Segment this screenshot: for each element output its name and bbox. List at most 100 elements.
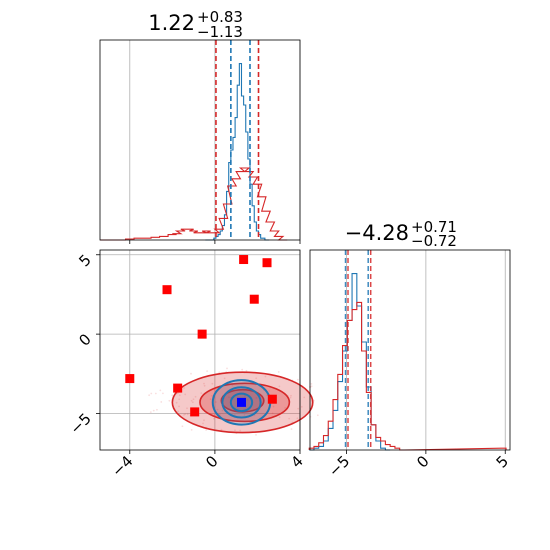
joint-sample-point — [303, 396, 306, 399]
joint-sample-point — [245, 369, 248, 372]
joint-sample-point — [310, 385, 313, 388]
joint-sample-point — [206, 370, 209, 373]
joint-sample-point — [271, 412, 274, 415]
joint-sample-point — [184, 393, 187, 396]
joint-sample-point — [297, 407, 300, 410]
joint-tick-label-x-1: 0 — [202, 452, 221, 471]
joint-sample-point — [186, 407, 188, 410]
joint-sample-point — [310, 382, 313, 385]
joint-marker-point-8 — [267, 394, 277, 404]
joint-sample-point — [231, 384, 234, 387]
joint-sample-point — [290, 428, 293, 430]
joint-sample-point — [264, 375, 267, 378]
joint-sample-point — [177, 392, 179, 394]
joint-sample-point — [277, 371, 280, 373]
joint-sample-point — [203, 382, 205, 385]
joint-sample-point — [255, 396, 258, 399]
joint-sample-point — [162, 392, 164, 395]
joint-sample-point — [284, 407, 287, 409]
joint-sample-point — [156, 408, 158, 411]
joint-sample-point — [154, 392, 157, 395]
joint-sample-point — [272, 405, 275, 408]
joint-sample-point — [148, 394, 151, 397]
joint-sample-point — [223, 377, 226, 380]
joint-sample-point — [212, 417, 215, 420]
joint-sample-point — [255, 433, 257, 436]
joint-sample-point — [160, 401, 163, 403]
joint-sample-point — [186, 413, 189, 416]
joint-sample-point — [175, 401, 178, 404]
joint-sample-point — [190, 399, 193, 402]
joint-sample-point — [221, 409, 224, 412]
joint-marker-point-3 — [249, 294, 259, 304]
joint-tick-label-x-2: 4 — [287, 452, 306, 471]
joint-sample-point — [202, 422, 204, 425]
joint-tick-label-y-0: 5 — [75, 251, 94, 270]
joint-sample-point — [192, 398, 195, 401]
joint-sample-point — [205, 429, 207, 431]
joint-marker-point-2 — [162, 285, 172, 295]
joint-marker-point-5 — [125, 374, 135, 384]
joint-sample-point — [168, 399, 171, 402]
marginal-y-title-median: −4.28 — [345, 221, 409, 245]
joint-sample-point — [171, 394, 174, 397]
joint-marker-point-7 — [190, 407, 200, 417]
joint-sample-point — [234, 429, 236, 432]
joint-frame — [99, 249, 301, 451]
joint-sample-point — [214, 401, 217, 403]
joint-sample-point — [268, 390, 271, 392]
marginal-y-tick-label-1: 0 — [413, 452, 432, 471]
joint-sample-point — [255, 377, 258, 380]
joint-sample-point — [183, 413, 185, 416]
joint-sample-point — [150, 392, 153, 395]
joint-sample-point — [159, 389, 162, 392]
joint-sample-point — [300, 405, 303, 408]
marginal-x-hist-0 — [205, 63, 270, 241]
joint-tick-label-y-1: 0 — [75, 330, 94, 349]
joint-sample-point — [181, 425, 184, 428]
joint-sample-point — [316, 414, 319, 417]
marginal-x-title-median: 1.22 — [148, 11, 195, 35]
joint-sample-point — [194, 395, 197, 398]
marginal-y-tick-label-2: 5 — [493, 452, 512, 471]
joint-sample-point — [228, 396, 230, 399]
joint-sample-point — [178, 405, 180, 408]
joint-sample-point — [178, 394, 181, 397]
joint-sample-point — [178, 398, 181, 401]
joint-sample-point — [190, 429, 193, 431]
joint-sample-point — [243, 395, 246, 398]
joint-sample-point — [200, 392, 203, 394]
joint-sample-point — [278, 385, 281, 388]
joint-sample-point — [190, 372, 192, 375]
joint-sample-point — [239, 429, 242, 432]
joint-sample-point — [278, 416, 281, 419]
joint-marker-point-4 — [197, 329, 207, 339]
joint-truth-point — [236, 397, 246, 407]
joint-sample-point — [288, 417, 291, 420]
joint-sample-point — [220, 428, 223, 431]
marginal-x-frame — [99, 39, 301, 241]
joint-sample-point — [296, 417, 299, 420]
joint-sample-point — [183, 387, 185, 389]
joint-sample-point — [226, 367, 228, 370]
marginal-x-title-plus: +0.83 — [197, 8, 243, 26]
joint-sample-point — [296, 378, 299, 381]
joint-sample-point — [184, 413, 187, 416]
joint-tick-label-x-0: −4 — [108, 452, 136, 480]
joint-sample-point — [216, 408, 219, 411]
joint-marker-point-1 — [262, 258, 272, 268]
joint-tick-label-y-2: −5 — [66, 410, 94, 438]
joint-sample-point — [218, 371, 221, 374]
joint-sample-point — [211, 382, 214, 385]
joint-marker-point-0 — [239, 255, 249, 265]
marginal-y-hist-1 — [308, 301, 507, 451]
joint-sample-point — [191, 401, 194, 404]
joint-sample-point — [149, 411, 152, 413]
marginal-y-frame — [309, 249, 511, 451]
marginal-y-title-minus: −0.72 — [411, 232, 457, 250]
marginal-x-title-minus: −1.13 — [197, 23, 243, 41]
joint-sample-point — [209, 398, 212, 401]
joint-sample-point — [246, 398, 249, 401]
joint-sample-point — [177, 410, 180, 413]
joint-sample-point — [152, 409, 155, 412]
